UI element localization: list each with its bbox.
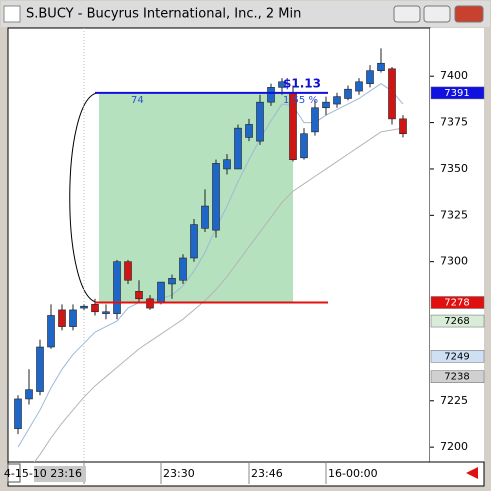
zone-text: 74 xyxy=(131,95,144,106)
y-tick-label: 7200 xyxy=(440,440,468,453)
y-tick-label: 7225 xyxy=(440,394,468,407)
candle-body xyxy=(267,87,275,103)
y-tick-label: 7350 xyxy=(440,162,468,175)
price-marker-label: 7278 xyxy=(444,297,469,308)
window-icon xyxy=(3,5,21,23)
candle-body xyxy=(311,107,319,133)
candle-body xyxy=(322,101,330,109)
candle-body xyxy=(355,81,363,92)
candle-body xyxy=(344,88,352,99)
candle-body xyxy=(366,70,374,84)
candle-body xyxy=(300,133,308,159)
candle-body xyxy=(69,309,77,327)
x-tick-label: 16-00:00 xyxy=(328,467,378,480)
price-marker xyxy=(430,296,485,309)
candle-body xyxy=(201,205,209,229)
y-tick-label: 7400 xyxy=(440,69,468,82)
zone-text: $1.13 xyxy=(283,76,321,90)
candle-body xyxy=(388,68,396,120)
candle-body xyxy=(256,101,264,142)
candle-body xyxy=(278,81,286,88)
price-marker xyxy=(430,314,485,328)
scroll-box[interactable] xyxy=(7,463,21,483)
moving-average xyxy=(33,127,404,462)
candle-body xyxy=(58,309,66,327)
candle-body xyxy=(333,96,341,105)
candle-body xyxy=(135,291,143,300)
price-marker-label: 7391 xyxy=(444,88,469,99)
y-tick-label: 7375 xyxy=(440,116,468,129)
candle-body xyxy=(179,257,187,281)
maximize-button[interactable] xyxy=(423,5,451,23)
x-tick-label: 4-15-10 23:16 xyxy=(4,467,82,480)
window-title: S.BUCY - Bucyrus International, Inc., 2 … xyxy=(26,7,301,22)
candle-body xyxy=(14,398,22,429)
candle-body xyxy=(245,124,253,138)
price-marker-label: 7238 xyxy=(444,372,469,383)
moving-average xyxy=(17,83,404,448)
candle-body xyxy=(212,163,220,231)
time-box xyxy=(34,466,86,482)
price-marker-label: 7268 xyxy=(444,316,469,327)
candle-body xyxy=(102,311,110,314)
zone-text: 1.55 % xyxy=(283,95,318,106)
measure-bracket xyxy=(69,92,100,303)
x-tick-label: 23:46 xyxy=(251,467,283,480)
candle-body xyxy=(399,118,407,135)
scroll-arrow[interactable] xyxy=(466,467,478,479)
price-axis xyxy=(430,28,484,462)
price-marker-label: 7249 xyxy=(444,351,469,362)
candle-body xyxy=(168,278,176,285)
price-marker xyxy=(430,86,485,100)
close-button[interactable] xyxy=(454,5,484,23)
y-tick-label: 7300 xyxy=(440,255,468,268)
candle-body xyxy=(190,224,198,259)
candle-body xyxy=(36,346,44,392)
candle-body xyxy=(157,281,165,303)
candle-body xyxy=(223,159,231,170)
y-tick-label: 7325 xyxy=(440,208,468,221)
x-tick-label: 23:30 xyxy=(163,467,195,480)
candle-body xyxy=(80,305,88,309)
candle-body xyxy=(234,127,242,170)
minimize-button[interactable] xyxy=(393,5,421,23)
candle-body xyxy=(91,304,99,313)
candle-body xyxy=(25,389,33,400)
candle-body xyxy=(377,62,385,71)
price-marker xyxy=(430,350,485,363)
price-marker xyxy=(430,370,485,383)
candle-body xyxy=(113,261,121,314)
candle-body xyxy=(47,315,55,348)
candle-body xyxy=(124,261,132,281)
